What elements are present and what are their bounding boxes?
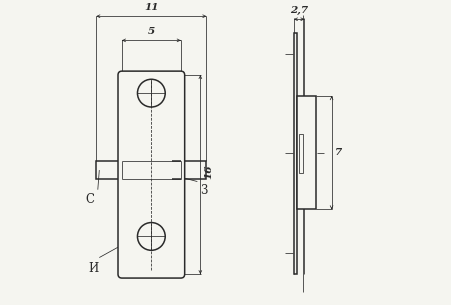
FancyBboxPatch shape <box>118 71 184 278</box>
Bar <box>122 161 180 179</box>
Text: И: И <box>88 262 98 275</box>
Text: 5: 5 <box>147 27 155 36</box>
Bar <box>299 134 303 173</box>
Text: 11: 11 <box>144 3 158 12</box>
Text: 16: 16 <box>203 164 212 179</box>
Bar <box>293 33 296 274</box>
Text: 3: 3 <box>199 184 207 197</box>
Text: 2,7: 2,7 <box>290 6 308 15</box>
Bar <box>96 161 206 179</box>
Text: С: С <box>86 193 95 206</box>
Text: 7: 7 <box>335 148 342 157</box>
Bar <box>296 96 316 209</box>
